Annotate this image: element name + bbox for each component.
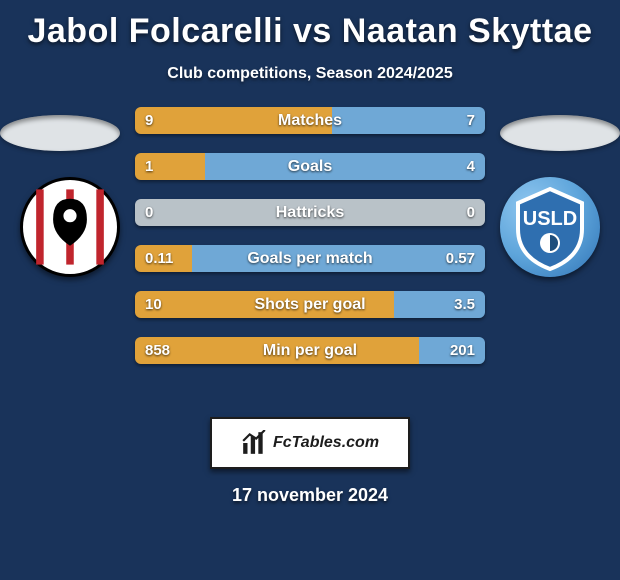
date-text: 17 november 2024 — [0, 485, 620, 506]
stat-bar-right — [419, 337, 486, 364]
chart-icon — [241, 430, 267, 456]
stat-bar-track — [135, 107, 485, 134]
page-title: Jabol Folcarelli vs Naatan Skyttae — [0, 0, 620, 51]
stat-row: Goals per match0.110.57 — [135, 245, 485, 272]
subtitle: Club competitions, Season 2024/2025 — [0, 65, 620, 83]
stat-bar-track — [135, 337, 485, 364]
stat-row: Min per goal858201 — [135, 337, 485, 364]
stat-bar-left — [135, 153, 205, 180]
team-badge-left — [20, 177, 120, 277]
stat-bar-right — [205, 153, 485, 180]
stat-bar-left — [135, 107, 332, 134]
stat-bar-left — [135, 245, 192, 272]
stat-bar-track — [135, 199, 485, 226]
brand-text: FcTables.com — [273, 434, 379, 452]
stat-bars-container: Matches97 Goals14 Hattricks00 Goals per mat… — [135, 107, 485, 383]
svg-text:USLD: USLD — [523, 208, 577, 230]
stat-bar-track — [135, 153, 485, 180]
stat-bar-right — [310, 199, 485, 226]
stat-row: Shots per goal103.5 — [135, 291, 485, 318]
stat-bar-left — [135, 291, 394, 318]
player-left-ellipse — [0, 115, 120, 151]
comparison-stage: USLD Matches97 Goals14 Hattricks00 Goals pe… — [0, 101, 620, 401]
stat-bar-right — [332, 107, 485, 134]
badge-left-icon — [23, 180, 117, 274]
stat-row: Matches97 — [135, 107, 485, 134]
brand-badge: FcTables.com — [210, 417, 410, 469]
team-badge-right: USLD — [500, 177, 600, 277]
stat-bar-track — [135, 291, 485, 318]
stat-bar-left — [135, 199, 310, 226]
stat-bar-left — [135, 337, 419, 364]
stat-row: Goals14 — [135, 153, 485, 180]
stat-row: Hattricks00 — [135, 199, 485, 226]
stat-bar-track — [135, 245, 485, 272]
stat-bar-right — [192, 245, 485, 272]
badge-right-icon: USLD — [500, 177, 600, 277]
player-right-ellipse — [500, 115, 620, 151]
stat-bar-right — [394, 291, 485, 318]
